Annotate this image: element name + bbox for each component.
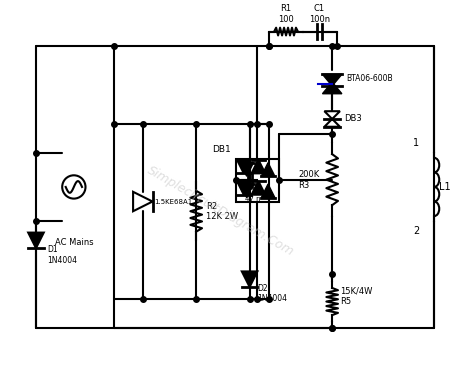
Text: C1
100n: C1 100n (309, 4, 330, 24)
Polygon shape (28, 233, 44, 248)
Polygon shape (261, 184, 275, 198)
Text: DB1: DB1 (212, 145, 231, 154)
Polygon shape (322, 74, 342, 86)
Text: 15K/4W
R5: 15K/4W R5 (340, 287, 372, 307)
Text: R1
100: R1 100 (278, 4, 293, 24)
Polygon shape (252, 160, 265, 173)
Text: AC Mains: AC Mains (55, 238, 93, 247)
Text: 2: 2 (413, 226, 419, 236)
Polygon shape (237, 160, 251, 173)
Text: 200K
R3: 200K R3 (298, 170, 319, 190)
Polygon shape (240, 184, 254, 198)
Text: SimplecircuitDiagram.Com: SimplecircuitDiagram.Com (145, 164, 296, 259)
Polygon shape (322, 82, 342, 94)
Polygon shape (252, 181, 265, 195)
Text: 1.5KE68A1: 1.5KE68A1 (155, 198, 193, 205)
Text: D2
1N4004: D2 1N4004 (257, 284, 287, 304)
Polygon shape (242, 272, 257, 287)
Text: 1: 1 (413, 138, 419, 148)
Text: R2
12K 2W: R2 12K 2W (206, 202, 238, 221)
Polygon shape (240, 163, 254, 176)
Polygon shape (237, 181, 251, 195)
Bar (236, 159, 279, 202)
Text: DB3: DB3 (344, 114, 362, 124)
Text: BTA06-600B: BTA06-600B (346, 74, 392, 83)
Text: L1: L1 (439, 182, 451, 192)
Text: D1
1N4004: D1 1N4004 (47, 245, 78, 265)
Text: C2
47 n: C2 47 n (245, 189, 260, 202)
Polygon shape (261, 163, 275, 176)
